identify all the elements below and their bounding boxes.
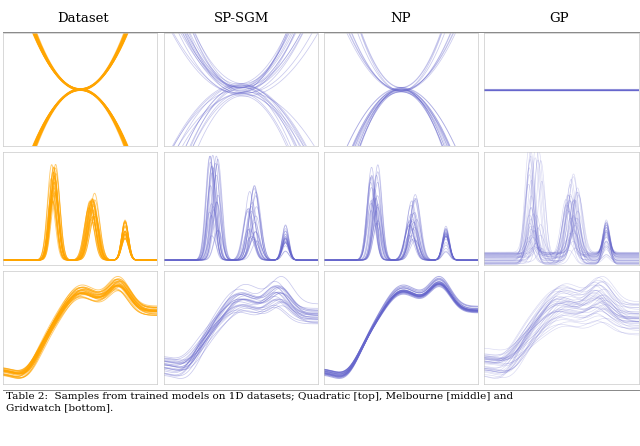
- Text: GP: GP: [550, 12, 569, 25]
- Text: Table 2:  Samples from trained models on 1D datasets; Quadratic [top], Melbourne: Table 2: Samples from trained models on …: [6, 392, 513, 412]
- Text: SP-SGM: SP-SGM: [214, 12, 269, 25]
- Text: Dataset: Dataset: [57, 12, 108, 25]
- Text: NP: NP: [390, 12, 411, 25]
